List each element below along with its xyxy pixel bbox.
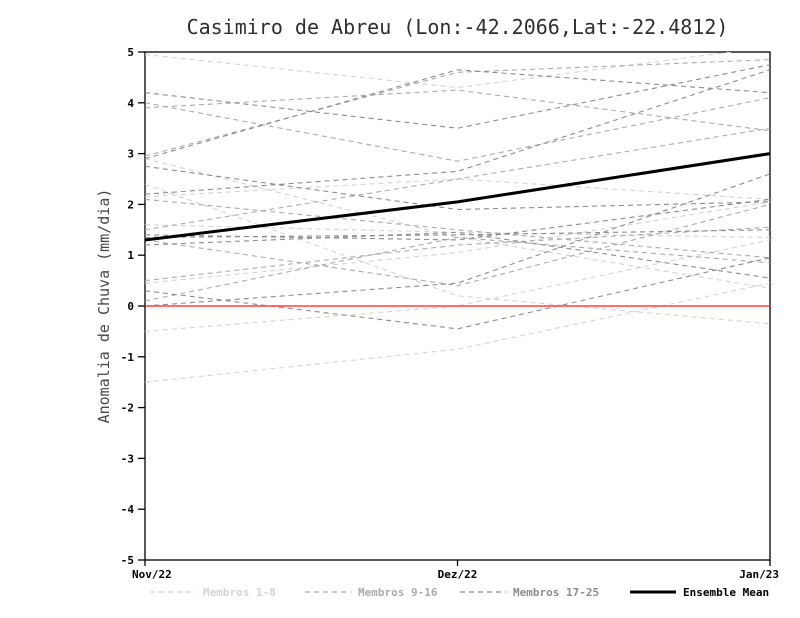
member-line bbox=[145, 165, 770, 211]
legend-label: Membros 17-25 bbox=[513, 586, 599, 599]
y-tick-label: -2 bbox=[121, 402, 134, 415]
y-tick-label: 0 bbox=[127, 300, 134, 313]
member-line bbox=[145, 158, 770, 289]
member-line bbox=[145, 69, 770, 195]
ensemble-mean-line bbox=[144, 152, 771, 242]
member-line bbox=[145, 231, 770, 279]
legend: Membros 1-8 Membros 9-16 Membros 17-25 Ense… bbox=[150, 586, 769, 599]
y-tick-label: -4 bbox=[121, 503, 135, 516]
member-line bbox=[145, 201, 770, 284]
y-tick-label: 4 bbox=[127, 97, 134, 110]
member-line bbox=[145, 89, 770, 132]
member-line bbox=[145, 97, 770, 162]
member-line bbox=[145, 173, 770, 307]
member-line bbox=[145, 69, 770, 160]
member-line bbox=[145, 59, 770, 157]
y-tick-label: -3 bbox=[121, 452, 134, 465]
legend-label: Membros 1-8 bbox=[203, 586, 276, 599]
chart-title: Casimiro de Abreu (Lon:-42.2066,Lat:-22.… bbox=[186, 15, 729, 39]
y-tick-label: -5 bbox=[121, 554, 134, 567]
legend-label: Ensemble Mean bbox=[683, 586, 769, 599]
member-line bbox=[145, 226, 770, 282]
legend-label: Membros 9-16 bbox=[358, 586, 438, 599]
x-tick-label: Jan/23 bbox=[739, 568, 779, 581]
member-line bbox=[145, 127, 770, 231]
y-tick-label: 1 bbox=[127, 249, 134, 262]
x-tick-label: Nov/22 bbox=[132, 568, 172, 581]
member-line bbox=[145, 239, 770, 332]
y-tick-label: 2 bbox=[127, 198, 134, 211]
member-line bbox=[145, 183, 770, 325]
member-line bbox=[145, 198, 770, 241]
member-line bbox=[145, 198, 770, 259]
member-line bbox=[145, 282, 770, 383]
ensemble-members-group bbox=[145, 52, 770, 383]
x-tick-label: Dez/22 bbox=[438, 568, 478, 581]
member-line bbox=[145, 203, 770, 287]
member-line bbox=[145, 52, 736, 89]
member-line bbox=[145, 178, 770, 200]
member-line bbox=[145, 257, 770, 330]
member-line bbox=[145, 236, 770, 302]
y-tick-label: 5 bbox=[127, 46, 134, 59]
y-tick-label: 3 bbox=[127, 148, 134, 161]
y-tick-label: -1 bbox=[121, 351, 135, 364]
